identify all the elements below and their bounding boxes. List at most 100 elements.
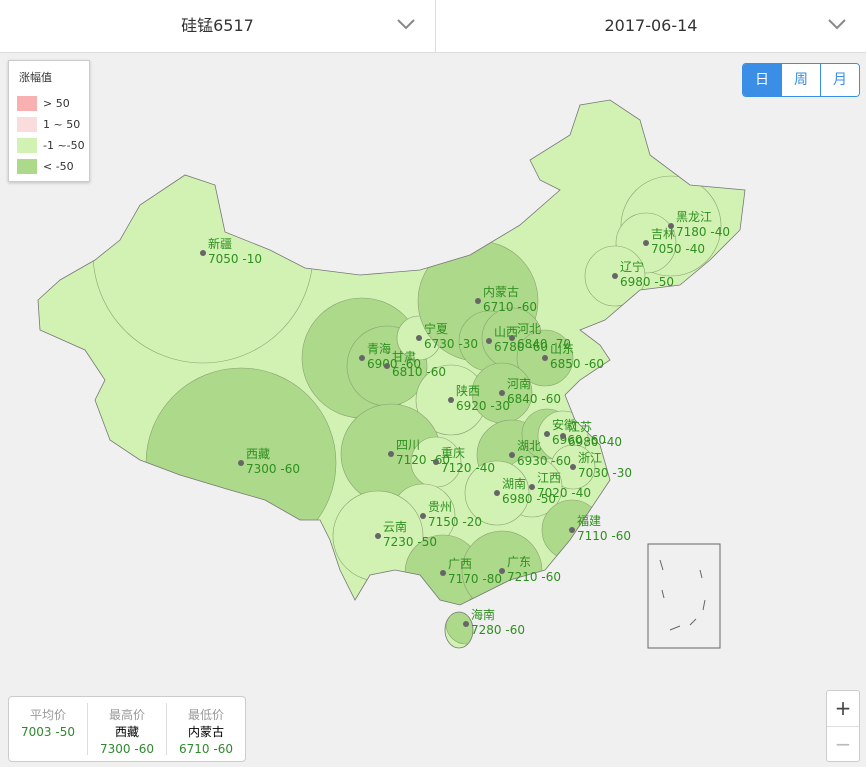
legend-swatch: [17, 96, 37, 111]
province-value: 6960 -60: [552, 433, 606, 447]
legend-label: > 50: [43, 97, 70, 110]
legend-label: < -50: [43, 160, 74, 173]
province-name: 宁夏: [424, 321, 448, 336]
price: 7050: [651, 242, 682, 256]
province-marker[interactable]: [416, 335, 422, 341]
province-name: 江苏: [568, 420, 592, 434]
date: 2017-06-14: [604, 16, 698, 35]
province-value: 6900 -60: [367, 357, 421, 371]
province-name: 福建: [577, 513, 601, 528]
province-marker[interactable]: [375, 533, 381, 539]
province-marker[interactable]: [499, 390, 505, 396]
change: -30: [458, 337, 478, 351]
change: -40: [571, 486, 591, 500]
province-name: 湖南: [502, 476, 526, 491]
province-marker[interactable]: [643, 240, 649, 246]
province-marker[interactable]: [668, 223, 674, 229]
province-marker[interactable]: [612, 273, 618, 279]
price: 7180: [676, 225, 707, 239]
province-marker[interactable]: [494, 490, 500, 496]
province-name: 吉林: [651, 227, 675, 241]
change: -50: [55, 725, 75, 739]
province-value: 7020 -40: [537, 486, 591, 500]
price: 6730: [424, 337, 455, 351]
province-value: 6850 -60: [550, 357, 604, 371]
province-value: 7110 -60: [577, 529, 631, 543]
label: 最高价: [108, 708, 145, 722]
legend-item: -1 ~-50: [17, 135, 89, 156]
legend-item: < -50: [17, 156, 89, 177]
province-marker[interactable]: [463, 621, 469, 627]
province-name: 黑龙江: [676, 210, 712, 224]
province-name: 浙江: [578, 451, 602, 465]
province-name: 云南: [383, 519, 407, 534]
chevron: [828, 19, 846, 30]
product-select[interactable]: 硅锰6517: [0, 0, 436, 52]
price: 6980: [620, 275, 651, 289]
province-marker[interactable]: [433, 459, 439, 465]
province-marker[interactable]: [509, 335, 515, 341]
province-value: 6840 -60: [507, 392, 561, 406]
province-name: 河南: [507, 376, 531, 391]
province-marker[interactable]: [448, 397, 454, 403]
province-marker[interactable]: [420, 513, 426, 519]
period-button[interactable]: 周: [781, 64, 820, 96]
period-buttons: 日周月: [742, 63, 860, 97]
province-name: 山东: [550, 342, 574, 356]
province-marker[interactable]: [509, 452, 515, 458]
zoom-out[interactable]: −: [827, 726, 859, 762]
legend-label: 1 ~ 50: [43, 118, 81, 131]
province-marker[interactable]: [486, 338, 492, 344]
legend: 涨幅值 > 50 1 ~ 50 -1 ~-50 < -50: [8, 60, 90, 182]
change: -40: [685, 242, 705, 256]
zoom-control: + −: [826, 690, 860, 762]
price: 6710: [179, 742, 210, 756]
price: 7300: [100, 742, 131, 756]
province-value: 7050 -10: [208, 252, 262, 266]
province-marker[interactable]: [388, 451, 394, 457]
change: -50: [654, 275, 674, 289]
province-marker[interactable]: [238, 460, 244, 466]
period-button[interactable]: 月: [820, 64, 859, 96]
change: -60: [426, 365, 446, 379]
legend-swatch: [17, 159, 37, 174]
change: -60: [541, 570, 561, 584]
price: 7210: [507, 570, 538, 584]
legend-title: 涨幅值: [19, 71, 52, 84]
province-value: 7280 -60: [471, 623, 525, 637]
change: -60: [611, 529, 631, 543]
price: 6840: [507, 392, 538, 406]
province-marker[interactable]: [359, 355, 365, 361]
province-name: 辽宁: [620, 259, 644, 274]
region: 内蒙古: [187, 725, 224, 739]
price: 6850: [550, 357, 581, 371]
province-marker[interactable]: [560, 433, 566, 439]
period-button[interactable]: 日: [743, 64, 781, 96]
province-value: 6780 -60: [494, 340, 548, 354]
province-marker[interactable]: [569, 527, 575, 533]
legend-item: > 50: [17, 93, 89, 114]
price: 7300: [246, 462, 277, 476]
province-marker[interactable]: [200, 250, 206, 256]
change: -40: [475, 461, 495, 475]
legend-swatch: [17, 138, 37, 153]
province-marker[interactable]: [384, 363, 390, 369]
price: 7110: [577, 529, 608, 543]
province-marker[interactable]: [529, 484, 535, 490]
price: 7230: [383, 535, 414, 549]
change: -60: [505, 623, 525, 637]
price: 6710: [483, 300, 514, 314]
date-select[interactable]: 2017-06-14: [436, 0, 866, 52]
province-value: 6980 -50: [502, 492, 556, 506]
province-marker[interactable]: [544, 431, 550, 437]
province-marker[interactable]: [499, 568, 505, 574]
province-marker[interactable]: [475, 298, 481, 304]
province-value: 7210 -60: [507, 570, 561, 584]
zoom-in[interactable]: +: [834, 696, 852, 720]
province-marker[interactable]: [570, 464, 576, 470]
province-name: 江西: [537, 471, 561, 485]
price: 6930: [517, 454, 548, 468]
province-marker[interactable]: [440, 570, 446, 576]
province-marker[interactable]: [542, 355, 548, 361]
